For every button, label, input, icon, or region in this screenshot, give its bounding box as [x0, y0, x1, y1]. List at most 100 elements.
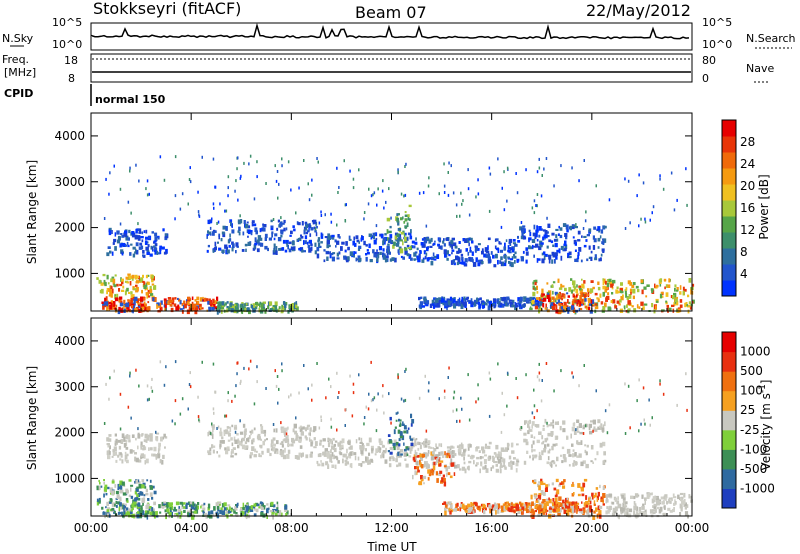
echo-cell — [519, 226, 523, 231]
echo-cell — [433, 255, 437, 258]
echo-cell — [553, 461, 556, 465]
echo-cell — [564, 502, 566, 506]
echo-cell — [228, 426, 231, 429]
echo-cell — [655, 284, 659, 288]
echo-cell — [396, 217, 400, 223]
echo-cell — [135, 501, 139, 506]
echo-cell — [414, 466, 417, 470]
echo-cell — [488, 209, 491, 213]
echo-cell — [372, 235, 375, 240]
echo-cell — [330, 252, 334, 256]
echo-cell — [111, 230, 113, 234]
echo-cell — [477, 301, 480, 305]
echo-cell — [397, 168, 399, 172]
echo-cell — [274, 164, 276, 168]
echo-cell — [499, 451, 502, 457]
echo-cell — [252, 447, 254, 452]
echo-cell — [562, 428, 566, 433]
echo-cell — [589, 500, 592, 505]
echo-cell — [237, 361, 239, 365]
echo-cell — [458, 241, 461, 244]
echo-cell — [150, 293, 154, 297]
echo-cell — [363, 416, 366, 419]
echo-cell — [134, 251, 137, 254]
echo-cell — [446, 304, 450, 308]
echo-cell — [560, 245, 564, 250]
echo-cell — [125, 507, 129, 511]
echo-cell — [558, 505, 560, 511]
echo-cell — [535, 229, 539, 233]
echo-cell — [131, 276, 134, 281]
echo-cell — [456, 464, 460, 469]
echo-cell — [600, 496, 603, 499]
y-tick-label: 1000 — [54, 471, 85, 485]
echo-cell — [549, 292, 552, 298]
echo-cell — [610, 300, 613, 303]
echo-cell — [463, 461, 466, 465]
echo-cell — [542, 499, 546, 503]
echo-cell — [542, 491, 546, 496]
echo-cell — [428, 381, 430, 385]
echo-cell — [644, 422, 646, 426]
echo-cell — [494, 238, 497, 242]
echo-cell — [629, 288, 633, 293]
echo-cell — [497, 248, 500, 253]
echo-cell — [349, 238, 352, 241]
echo-cell — [168, 299, 172, 304]
echo-cell — [104, 282, 107, 287]
echo-cell — [611, 292, 614, 295]
echo-cell — [124, 451, 127, 455]
echo-cell — [116, 239, 121, 244]
echo-cell — [322, 445, 325, 448]
echo-cell — [554, 497, 558, 503]
echo-cell — [454, 508, 457, 512]
echo-cell — [197, 395, 199, 399]
echo-cell — [455, 203, 458, 207]
echo-cell — [358, 373, 360, 377]
echo-cell — [446, 465, 450, 469]
echo-cell — [544, 444, 547, 450]
echo-cell — [408, 455, 412, 458]
echo-cell — [141, 289, 143, 294]
echo-cell — [108, 308, 111, 312]
echo-cell — [230, 507, 233, 511]
echo-cell — [253, 503, 257, 507]
echo-cell — [96, 277, 99, 280]
echo-cell — [605, 287, 608, 290]
echo-cell — [159, 155, 162, 159]
echo-cell — [542, 236, 545, 241]
echo-cell — [598, 229, 601, 233]
echo-cell — [488, 504, 492, 509]
echo-cell — [511, 450, 515, 454]
echo-cell — [551, 460, 555, 463]
echo-cell — [555, 478, 559, 483]
echo-cell — [521, 231, 524, 236]
echo-cell — [530, 300, 533, 303]
echo-cell — [250, 232, 253, 236]
echo-cell — [449, 304, 452, 308]
echo-cell — [113, 301, 116, 306]
echo-cell — [442, 454, 444, 458]
echo-cell — [565, 504, 567, 509]
echo-cell — [328, 244, 331, 248]
echo-cell — [244, 224, 249, 229]
echo-cell — [529, 296, 533, 300]
echo-cell — [467, 168, 469, 172]
echo-cell — [424, 438, 427, 442]
echo-cell — [147, 434, 151, 438]
echo-cell — [644, 220, 647, 224]
echo-cell — [361, 461, 365, 464]
echo-cell — [534, 305, 539, 310]
echo-cell — [264, 439, 266, 442]
echo-cell — [597, 226, 601, 231]
echo-cell — [262, 301, 266, 304]
echo-cell — [121, 281, 124, 285]
echo-cell — [141, 306, 145, 310]
echo-cell — [587, 297, 591, 302]
echo-cell — [571, 508, 575, 513]
echo-cell — [284, 434, 286, 437]
echo-cell — [148, 192, 150, 196]
echo-cell — [478, 303, 482, 309]
echo-cell — [378, 438, 382, 443]
echo-cell — [433, 242, 436, 246]
